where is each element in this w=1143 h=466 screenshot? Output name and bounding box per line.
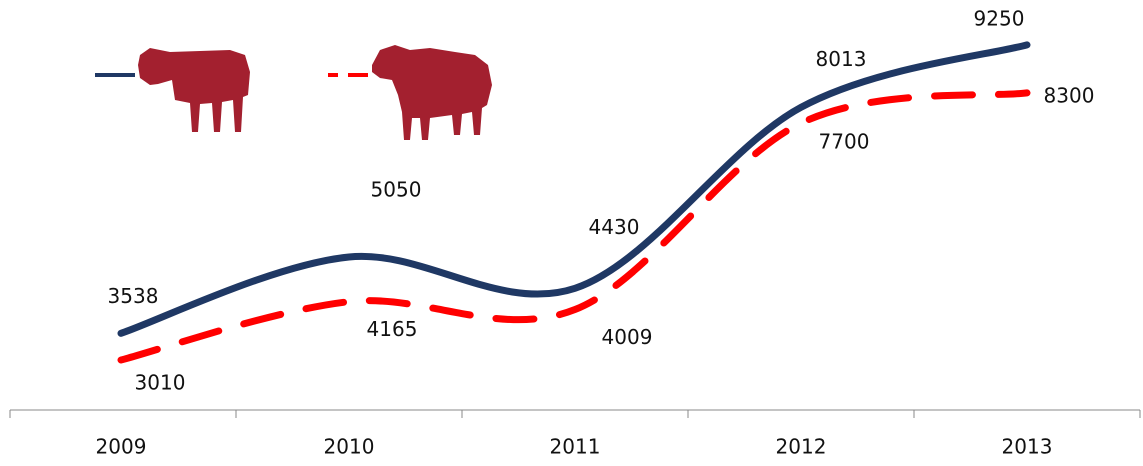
x-tick-label: 2013 — [1002, 435, 1053, 459]
data-label: 9250 — [974, 6, 1025, 30]
legend — [95, 45, 492, 140]
data-label: 4009 — [602, 325, 653, 349]
data-label: 3010 — [135, 370, 186, 394]
x-tick-label: 2009 — [96, 435, 147, 459]
x-tick-label: 2011 — [550, 435, 601, 459]
data-label: 4165 — [367, 317, 418, 341]
data-label: 7700 — [819, 130, 870, 154]
sheep-icon — [372, 45, 492, 140]
cow-icon — [138, 48, 250, 132]
data-label: 5050 — [371, 177, 422, 201]
data-label: 4430 — [589, 215, 640, 239]
x-tick-label: 2010 — [324, 435, 375, 459]
series-line — [117, 89, 1031, 364]
x-tick-label: 2012 — [776, 435, 827, 459]
data-label: 8300 — [1044, 83, 1095, 107]
series-line — [117, 41, 1031, 337]
data-label: 3538 — [108, 284, 159, 308]
data-label: 8013 — [816, 47, 867, 71]
